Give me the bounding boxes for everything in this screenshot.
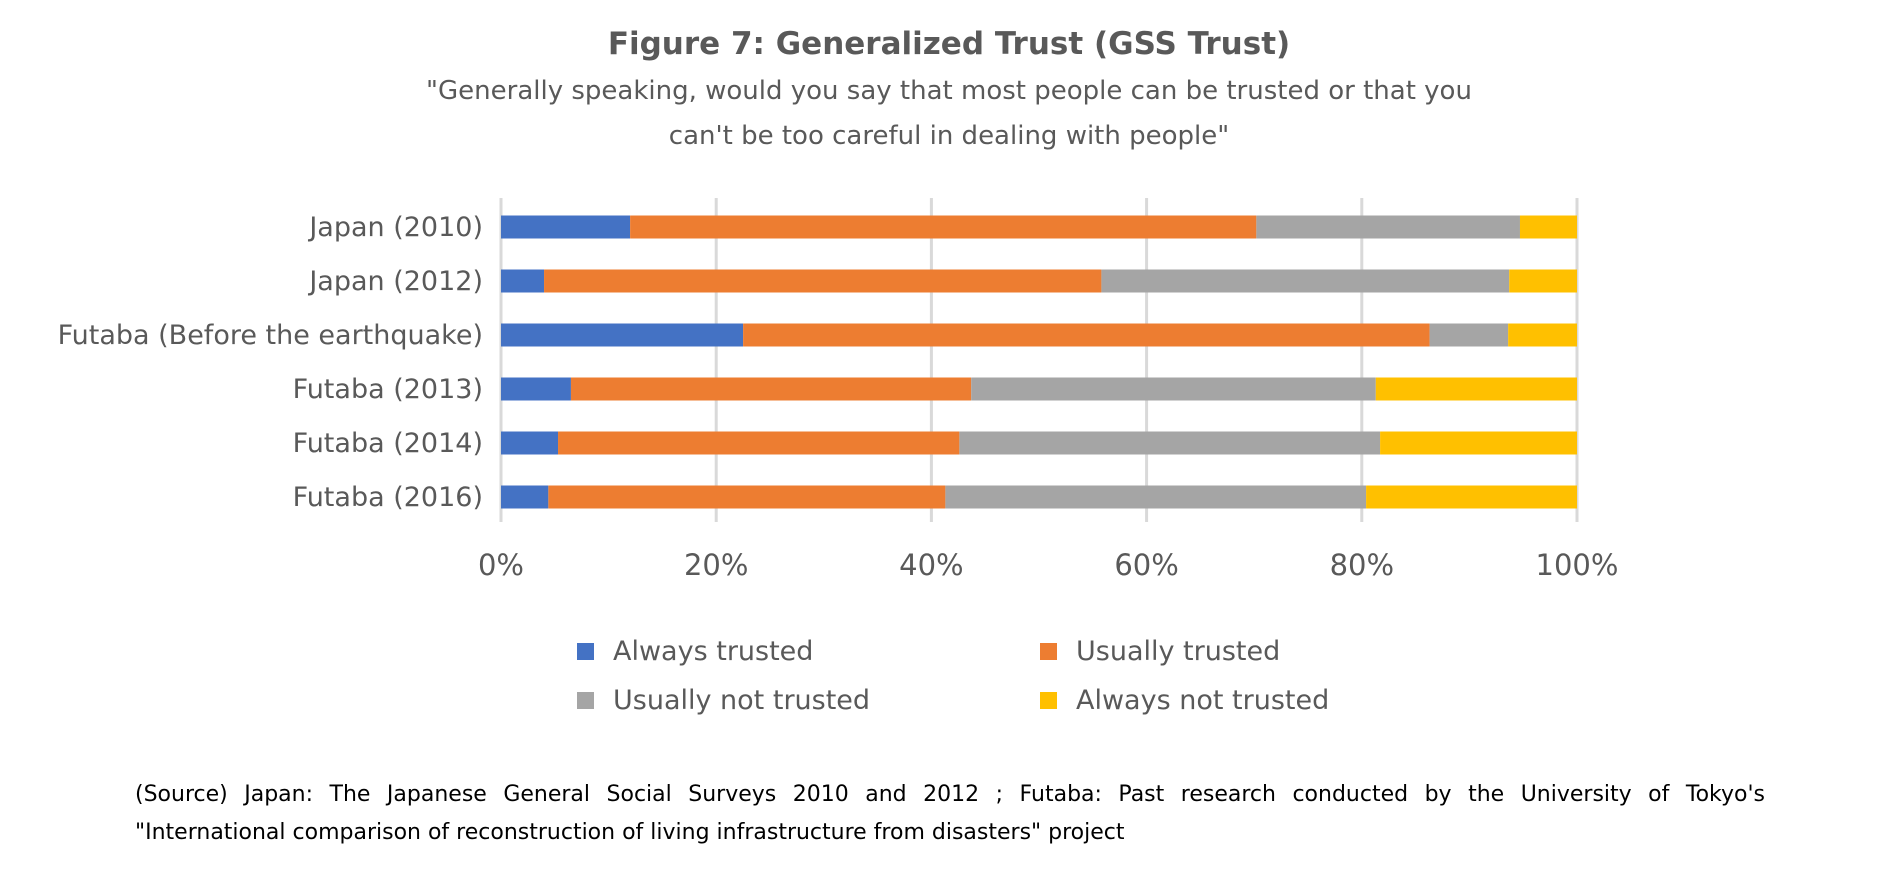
- legend-swatch-always-not-trusted: [1040, 692, 1057, 709]
- bar-futaba-2013-usually-trusted: [570, 377, 972, 401]
- tick-label-0: 0%: [478, 548, 524, 582]
- bar-futaba-before-the-earthquake-always-not-trusted: [1508, 323, 1577, 347]
- bar-futaba-2014-always-trusted: [501, 431, 559, 455]
- legend-swatch-always-trusted: [577, 643, 594, 660]
- bar-area: [501, 215, 1577, 509]
- category-label-japan-2010: Japan (2010): [307, 212, 483, 243]
- bar-futaba-2016-always-trusted: [501, 485, 549, 509]
- bar-futaba-2016-always-not-trusted: [1366, 485, 1577, 509]
- chart-subtitle-line-1: "Generally speaking, would you say that …: [426, 76, 1472, 106]
- tick-label-40: 40%: [899, 548, 963, 582]
- bar-futaba-2013-usually-not-trusted: [971, 377, 1376, 401]
- bar-futaba-2016-usually-trusted: [548, 485, 946, 509]
- category-label-futaba-2016: Futaba (2016): [293, 482, 483, 513]
- tick-label-20: 20%: [684, 548, 748, 582]
- legend-swatch-usually-not-trusted: [577, 692, 594, 709]
- bar-japan-2010-usually-trusted: [630, 215, 1257, 239]
- legend-label-always-trusted: Always trusted: [613, 636, 813, 667]
- category-label-futaba-2013: Futaba (2013): [293, 374, 483, 405]
- bar-futaba-2014-usually-not-trusted: [959, 431, 1381, 455]
- category-labels: Japan (2010) Japan (2012) Futaba (Before t…: [58, 212, 483, 513]
- bar-futaba-before-the-earthquake-usually-trusted: [743, 323, 1430, 347]
- bar-japan-2012-always-trusted: [501, 269, 545, 293]
- bar-japan-2012-always-not-trusted: [1509, 269, 1577, 293]
- legend: Always trusted Usually trusted Usually not…: [577, 636, 1329, 716]
- bar-futaba-before-the-earthquake-usually-not-trusted: [1429, 323, 1509, 347]
- bar-futaba-before-the-earthquake-always-trusted: [501, 323, 744, 347]
- tick-label-80: 80%: [1330, 548, 1394, 582]
- bar-japan-2012-usually-trusted: [544, 269, 1102, 293]
- legend-label-always-not-trusted: Always not trusted: [1076, 685, 1329, 716]
- chart-subtitle-line-2: can't be too careful in dealing with peo…: [668, 121, 1230, 151]
- tick-label-100: 100%: [1536, 548, 1619, 582]
- legend-label-usually-not-trusted: Usually not trusted: [613, 685, 870, 716]
- bar-futaba-2016-usually-not-trusted: [945, 485, 1367, 509]
- bar-futaba-2014-usually-trusted: [558, 431, 960, 455]
- bar-japan-2010-always-not-trusted: [1519, 215, 1577, 239]
- category-label-futaba-before-the-earthquake: Futaba (Before the earthquake): [58, 320, 483, 351]
- category-label-japan-2012: Japan (2012): [307, 266, 483, 297]
- category-label-futaba-2014: Futaba (2014): [293, 428, 483, 459]
- tick-label-60: 60%: [1114, 548, 1178, 582]
- bar-futaba-2013-always-trusted: [501, 377, 571, 401]
- bar-futaba-2014-always-not-trusted: [1380, 431, 1577, 455]
- source-note: (Source) Japan: The Japanese General Soc…: [135, 776, 1765, 852]
- source-line-2: "International comparison of reconstruct…: [135, 820, 1125, 845]
- chart-title: Figure 7: Generalized Trust (GSS Trust): [607, 26, 1291, 62]
- bar-japan-2012-usually-not-trusted: [1101, 269, 1510, 293]
- bar-japan-2010-always-trusted: [501, 215, 631, 239]
- bar-japan-2010-usually-not-trusted: [1256, 215, 1520, 239]
- x-axis-ticks: 0% 20% 40% 60% 80% 100%: [478, 548, 1618, 582]
- legend-swatch-usually-trusted: [1040, 643, 1057, 660]
- bar-futaba-2013-always-not-trusted: [1375, 377, 1577, 401]
- legend-label-usually-trusted: Usually trusted: [1076, 636, 1280, 667]
- gridlines: [499, 198, 1579, 522]
- source-line-1: (Source) Japan: The Japanese General Soc…: [135, 782, 1765, 807]
